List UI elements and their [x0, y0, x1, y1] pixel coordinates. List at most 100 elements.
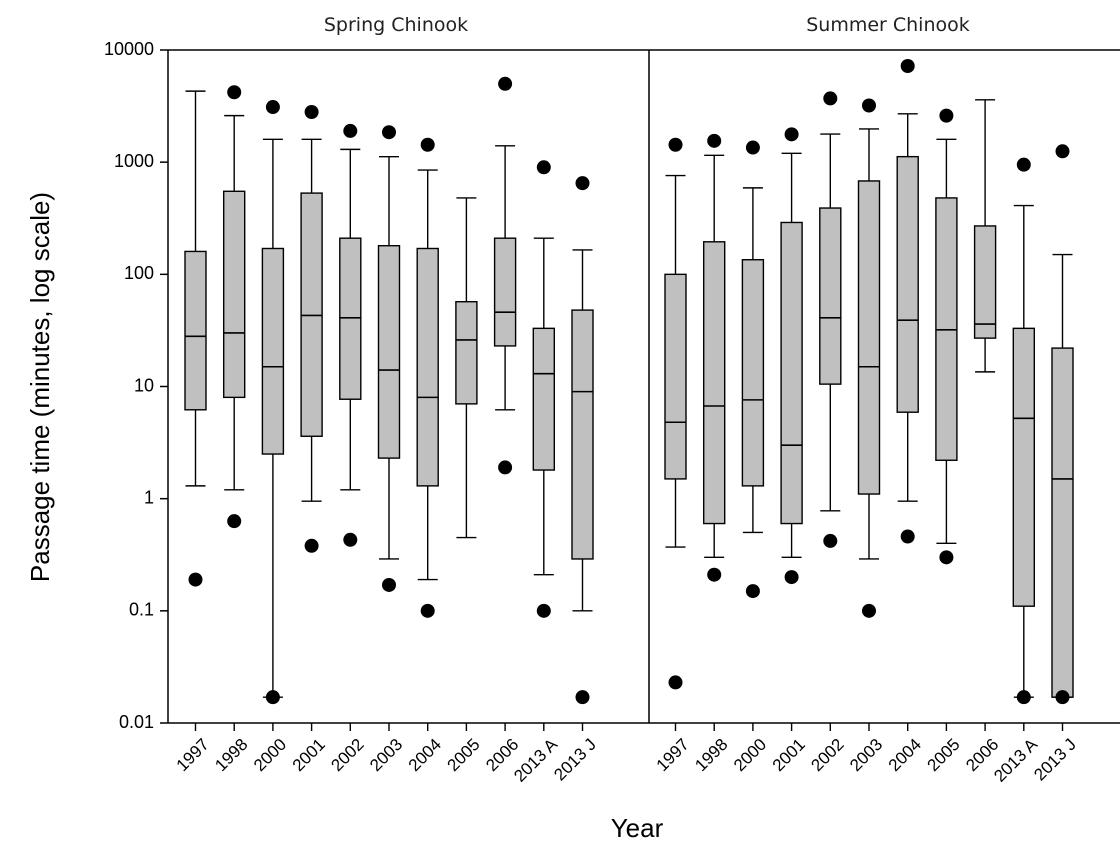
iqr-box [896, 155, 919, 413]
x-tick-label: 2013 A [990, 734, 1041, 785]
outlier-point [784, 570, 799, 585]
outlier-point [265, 100, 280, 115]
outlier-point [745, 140, 760, 155]
y-tick-label: 10000 [104, 39, 154, 59]
box-group [664, 137, 687, 731]
iqr-box [1051, 347, 1074, 698]
box-group [935, 108, 958, 731]
iqr-box [857, 180, 881, 495]
box-group [1012, 157, 1035, 731]
x-tick-label: 1997 [173, 735, 213, 775]
x-tick-label: 2001 [769, 735, 809, 775]
outlier-point [1016, 157, 1031, 172]
iqr-box [1012, 327, 1035, 607]
x-axis-title: Year [611, 813, 664, 843]
box-group [703, 133, 726, 731]
box-group [973, 99, 997, 731]
outlier-point [227, 85, 242, 100]
panel-title: Summer Chinook [806, 14, 970, 36]
x-tick-label: 2013 J [550, 735, 600, 785]
x-tick-label: 2013 J [1030, 735, 1080, 785]
iqr-box [261, 247, 285, 455]
box-group [819, 91, 842, 731]
iqr-box [493, 237, 517, 347]
box-group [896, 59, 919, 731]
panel-titles: Spring Chinook Summer Chinook [324, 14, 970, 36]
box-series [184, 59, 1074, 731]
outlier-point [536, 603, 551, 618]
outlier-point [900, 59, 915, 74]
x-tick-label: 2003 [366, 735, 406, 775]
outlier-point [498, 460, 513, 475]
outlier-point [707, 567, 722, 582]
x-tick-label: 2005 [444, 735, 484, 775]
panel-title: Spring Chinook [324, 14, 468, 36]
iqr-box [973, 225, 997, 339]
outlier-point [668, 137, 683, 152]
x-tick-label: 2002 [807, 735, 847, 775]
outlier-point [668, 675, 683, 690]
outlier-point [498, 76, 513, 91]
box-group [741, 140, 765, 731]
box-group [532, 160, 555, 731]
x-tick-label: 2004 [885, 735, 925, 775]
box-group [261, 100, 285, 731]
outlier-point [343, 123, 358, 138]
x-tick-label: 2013 A [510, 734, 561, 785]
iqr-box [222, 190, 246, 399]
outlier-point [304, 105, 319, 120]
y-tick-label: 10 [134, 375, 154, 395]
x-tick-label: 2002 [327, 735, 367, 775]
box-group [416, 137, 439, 731]
iqr-box [571, 309, 594, 560]
outlier-point [188, 572, 203, 587]
outlier-point [382, 577, 396, 592]
x-tick-label: 2000 [730, 735, 770, 775]
box-group [339, 123, 362, 731]
outlier-point [1016, 690, 1031, 705]
outlier-point [227, 514, 242, 529]
box-group [222, 85, 246, 731]
iqr-box [664, 273, 687, 480]
iqr-box [532, 327, 555, 471]
outlier-point [862, 603, 876, 618]
outlier-point [343, 532, 358, 547]
y-tick-label: 100 [124, 263, 154, 283]
iqr-box [184, 250, 207, 411]
outlier-point [823, 533, 838, 548]
outlier-point [420, 603, 435, 618]
x-tick-label: 2005 [924, 735, 964, 775]
outlier-point [900, 529, 915, 544]
x-tick-labels: 1997199820002001200220032004200520062013… [173, 734, 1080, 785]
outlier-point [707, 133, 722, 148]
outlier-point [939, 108, 954, 123]
x-tick-label: 2003 [846, 735, 886, 775]
axes: 0.01 0.1 1 10 100 1000 10000 [104, 39, 1120, 732]
outlier-point [382, 125, 396, 140]
box-group [300, 105, 323, 731]
outlier-point [265, 690, 280, 705]
box-group [571, 176, 594, 731]
outlier-point [1055, 690, 1070, 705]
outlier-point [823, 91, 838, 106]
x-tick-label: 2000 [250, 735, 290, 775]
iqr-box [377, 245, 401, 459]
x-tick-label: 2004 [405, 735, 445, 775]
box-group [780, 127, 803, 731]
x-tick-label: 1997 [653, 735, 693, 775]
x-tick-label: 1998 [211, 735, 251, 775]
outlier-point [420, 137, 435, 152]
outlier-point [304, 538, 319, 553]
outlier-point [536, 160, 551, 175]
y-tick-label: 0.01 [119, 712, 154, 732]
outlier-point [784, 127, 799, 142]
outlier-point [575, 690, 590, 705]
iqr-box [339, 237, 362, 400]
outlier-point [1055, 144, 1070, 159]
y-tick-label: 0.1 [129, 600, 154, 620]
iqr-box [703, 241, 726, 525]
iqr-box [741, 259, 765, 487]
x-tick-label: 1998 [691, 735, 731, 775]
outlier-point [745, 584, 760, 599]
